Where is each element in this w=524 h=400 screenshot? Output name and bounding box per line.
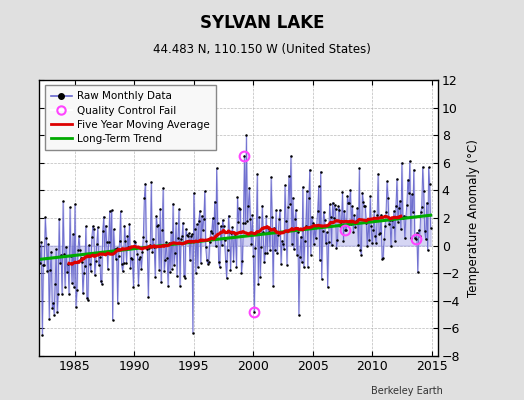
Legend: Raw Monthly Data, Quality Control Fail, Five Year Moving Average, Long-Term Tren: Raw Monthly Data, Quality Control Fail, … (45, 85, 216, 150)
Text: 44.483 N, 110.150 W (United States): 44.483 N, 110.150 W (United States) (153, 43, 371, 56)
Text: SYLVAN LAKE: SYLVAN LAKE (200, 14, 324, 32)
Text: Berkeley Earth: Berkeley Earth (371, 386, 443, 396)
Y-axis label: Temperature Anomaly (°C): Temperature Anomaly (°C) (467, 139, 480, 297)
